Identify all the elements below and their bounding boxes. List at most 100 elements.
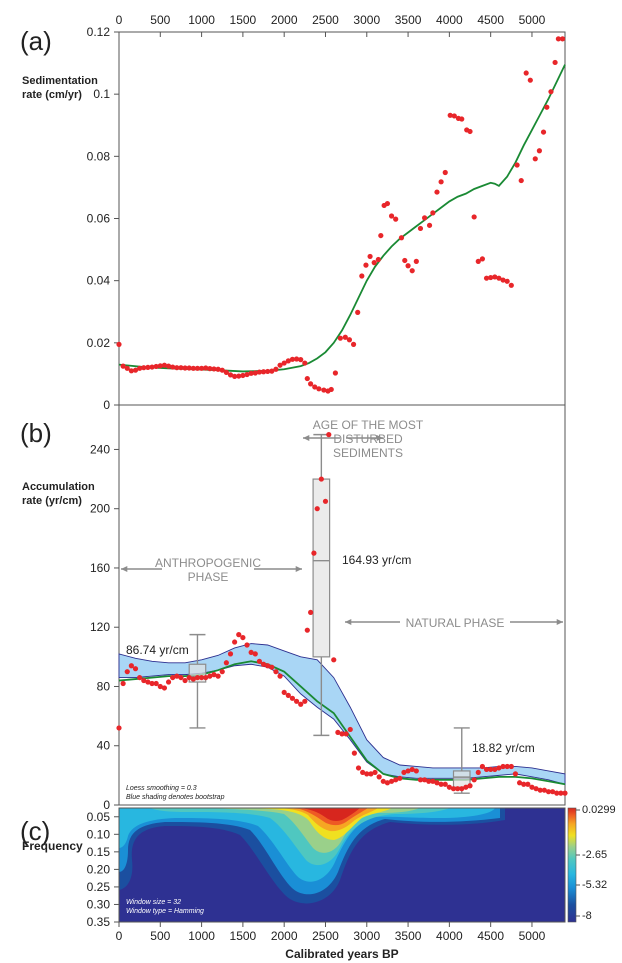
panel-b-point xyxy=(343,731,349,737)
panel-c-y-tick-label: 0.10 xyxy=(87,827,111,841)
panel-b-point xyxy=(500,763,506,770)
top-axis-tick-label: 3000 xyxy=(353,13,380,27)
panel-b-point xyxy=(308,609,314,616)
panel-b-point xyxy=(426,778,432,784)
panel-a-point xyxy=(116,341,122,347)
panel-a-point xyxy=(153,363,159,370)
panel-a-point xyxy=(504,278,510,284)
panel-a-point xyxy=(308,381,314,387)
panel-a-point xyxy=(145,364,151,370)
panel-b-point xyxy=(413,768,419,774)
panel-b-point xyxy=(302,698,308,704)
panel-a-point xyxy=(165,363,172,369)
bottom-axis-ticks: 0 500 1000 1500 2000 2500 3000 3500 4000 4500 5000 xyxy=(116,922,546,943)
colorbar-ticks: 0.0299 -2.65 -5.32 -8 xyxy=(576,804,616,922)
panel-a-point xyxy=(359,273,365,279)
panel-b-frame xyxy=(118,404,566,806)
panel-b-point xyxy=(227,651,234,657)
box-iqr xyxy=(452,770,471,788)
panel-b-point xyxy=(236,632,242,638)
panel-a-point xyxy=(293,356,300,362)
top-axis-tick-label: 1000 xyxy=(188,13,215,27)
panel-a-point xyxy=(157,363,163,369)
ylabel-a-line2: rate (cm/yr) xyxy=(22,89,82,101)
panel-b-point xyxy=(260,661,267,667)
ylabel-a-line1: Sedimentation xyxy=(22,75,98,87)
panel-b-point xyxy=(347,726,353,733)
box3-median-label: 18.82 yr/cm xyxy=(472,741,535,755)
panel-a-point xyxy=(540,129,547,135)
panel-a-point xyxy=(260,369,267,375)
panel-a-point xyxy=(544,104,550,110)
window-note-line2: Window type = Hamming xyxy=(126,908,204,915)
panel-a-point xyxy=(137,365,143,371)
panel-a-point xyxy=(161,362,168,368)
panel-label-c: (c) xyxy=(20,816,50,846)
panel-b-point xyxy=(190,676,196,682)
panel-b-point xyxy=(550,789,556,795)
panel-a-point xyxy=(207,366,213,372)
panel-b-point xyxy=(331,657,337,663)
panel-b-point xyxy=(170,674,176,681)
panel-b-point xyxy=(496,765,502,771)
panel-b-point xyxy=(360,769,366,776)
panel-b-point xyxy=(516,780,523,786)
panel-a-point xyxy=(328,386,334,393)
top-axis-tick-label: 2500 xyxy=(312,13,339,27)
panel-b-point xyxy=(265,663,271,669)
panel-a-point xyxy=(277,362,283,368)
panel-a-point xyxy=(285,358,291,364)
panel-b-point xyxy=(467,783,473,789)
panel-a-point xyxy=(496,275,502,281)
panel-b-point xyxy=(322,498,329,504)
panel-b-point xyxy=(326,432,332,438)
panel-b-point xyxy=(335,729,341,736)
panel-a-point xyxy=(298,357,304,363)
panel-a-point xyxy=(518,177,524,184)
panel-b-point xyxy=(384,780,391,786)
ylabel-b-line1: Accumulation xyxy=(22,481,95,493)
panel-a-point xyxy=(289,356,296,362)
panel-a-y-tick-label: 0.08 xyxy=(87,149,111,163)
loess-note-line2: Blue shading denotes bootstrap xyxy=(126,794,225,801)
panel-b: 0 40 80 120 160 200 240 AGE OF THE MOST DISTUR… xyxy=(90,404,568,812)
panel-a-point xyxy=(434,189,440,195)
panel-b-point xyxy=(351,750,357,756)
panel-c-y-tick-label: 0.25 xyxy=(87,880,111,894)
panel-b-point xyxy=(281,689,287,696)
natural-phase-label: NATURAL PHASE xyxy=(406,616,505,630)
bottom-axis-tick-label: 2000 xyxy=(271,929,298,943)
panel-b-point xyxy=(409,766,415,773)
panel-b-point xyxy=(124,669,130,675)
panel-b-point xyxy=(116,725,122,731)
box2-median-label: 164.93 yr/cm xyxy=(342,553,411,567)
panel-b-point xyxy=(182,677,188,684)
panel-b-point xyxy=(512,771,519,777)
phase-arrows xyxy=(121,434,563,626)
top-axis-tick-label: 4000 xyxy=(436,13,463,27)
panel-b-point xyxy=(479,763,486,770)
panel-a-point xyxy=(215,366,221,372)
panel-a-point xyxy=(430,210,436,216)
panel-a-point xyxy=(194,365,201,371)
panel-a-point xyxy=(475,258,481,264)
panel-a-y-tick-label: 0 xyxy=(103,398,110,412)
panel-a-point xyxy=(402,257,408,264)
panel-b-y-tick-label: 40 xyxy=(97,739,111,753)
panel-b-point xyxy=(545,789,552,795)
bottom-axis-tick-label: 1000 xyxy=(188,929,215,943)
panel-a-point xyxy=(367,253,373,260)
panel-b-point xyxy=(372,769,378,776)
top-axis-tick-label: 2000 xyxy=(271,13,298,27)
anthropogenic-label-line2: PHASE xyxy=(188,570,229,584)
panel-b-point xyxy=(533,786,539,792)
panel-a-point xyxy=(500,277,506,283)
panel-a-point xyxy=(256,369,263,375)
panel-a-y-tick-label: 0.04 xyxy=(87,274,111,288)
panel-b-point xyxy=(277,673,283,679)
xlabel-c: Calibrated years BP xyxy=(285,947,398,961)
panel-b-point xyxy=(153,680,159,687)
panel-a-point xyxy=(281,360,287,366)
panel-a-point xyxy=(479,256,486,262)
bottom-axis-tick-label: 3000 xyxy=(353,929,380,943)
